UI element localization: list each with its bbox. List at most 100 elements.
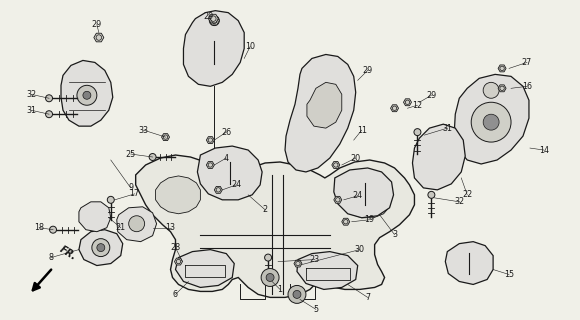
Polygon shape <box>285 54 356 172</box>
Text: 3: 3 <box>392 230 397 239</box>
Text: FR.: FR. <box>58 244 78 262</box>
Text: 28: 28 <box>171 243 180 252</box>
Text: 32: 32 <box>454 197 465 206</box>
Text: 21: 21 <box>115 223 126 232</box>
Text: 31: 31 <box>443 124 452 132</box>
Text: 15: 15 <box>504 270 514 279</box>
Circle shape <box>83 91 91 99</box>
Circle shape <box>483 114 499 130</box>
Polygon shape <box>79 202 111 232</box>
Circle shape <box>500 66 504 71</box>
Text: 16: 16 <box>522 82 532 91</box>
Polygon shape <box>297 252 358 289</box>
Text: 24: 24 <box>231 180 241 189</box>
Polygon shape <box>79 230 123 266</box>
Circle shape <box>208 138 212 142</box>
Polygon shape <box>162 134 169 140</box>
Circle shape <box>336 198 340 202</box>
Circle shape <box>176 260 181 264</box>
Ellipse shape <box>463 259 475 268</box>
Polygon shape <box>206 162 215 168</box>
Circle shape <box>97 244 105 252</box>
Polygon shape <box>215 187 222 193</box>
Text: 32: 32 <box>26 90 36 99</box>
Polygon shape <box>176 250 234 287</box>
Polygon shape <box>209 16 219 25</box>
Circle shape <box>405 100 409 104</box>
Polygon shape <box>175 258 183 265</box>
Polygon shape <box>334 196 342 203</box>
Text: 30: 30 <box>355 245 365 254</box>
Polygon shape <box>412 124 465 190</box>
Polygon shape <box>294 260 302 267</box>
Text: 1: 1 <box>278 285 282 294</box>
Text: 26: 26 <box>221 128 231 137</box>
Text: 8: 8 <box>49 253 53 262</box>
Circle shape <box>216 188 220 192</box>
Circle shape <box>471 102 511 142</box>
Circle shape <box>293 291 301 298</box>
Text: 17: 17 <box>129 189 140 198</box>
Polygon shape <box>307 82 342 128</box>
Circle shape <box>164 135 168 139</box>
Circle shape <box>414 129 421 136</box>
Polygon shape <box>332 162 340 168</box>
Text: 31: 31 <box>26 106 36 115</box>
Text: 19: 19 <box>365 215 375 224</box>
Circle shape <box>211 16 216 21</box>
Circle shape <box>129 216 144 232</box>
Polygon shape <box>498 85 506 92</box>
Text: 33: 33 <box>139 126 148 135</box>
Circle shape <box>46 95 53 102</box>
Text: 11: 11 <box>357 126 367 135</box>
Text: 29: 29 <box>203 12 213 21</box>
Polygon shape <box>390 105 398 112</box>
Circle shape <box>428 191 435 198</box>
Polygon shape <box>197 146 262 200</box>
Polygon shape <box>136 155 415 297</box>
Ellipse shape <box>358 188 372 199</box>
Ellipse shape <box>223 168 237 178</box>
Circle shape <box>483 82 499 98</box>
Circle shape <box>266 274 274 282</box>
Polygon shape <box>208 14 218 23</box>
Circle shape <box>334 163 338 167</box>
Polygon shape <box>340 182 392 218</box>
Polygon shape <box>498 65 506 72</box>
Circle shape <box>296 261 300 266</box>
Circle shape <box>209 16 219 26</box>
Text: 29: 29 <box>92 20 102 29</box>
Circle shape <box>500 86 504 91</box>
Circle shape <box>264 254 271 261</box>
Polygon shape <box>404 99 411 106</box>
Circle shape <box>107 196 114 203</box>
Text: 29: 29 <box>426 91 437 100</box>
Text: 23: 23 <box>310 255 320 264</box>
Text: 13: 13 <box>165 223 176 232</box>
Circle shape <box>392 106 397 110</box>
Text: 25: 25 <box>125 149 136 158</box>
Text: 20: 20 <box>351 154 361 163</box>
Circle shape <box>343 220 348 224</box>
Ellipse shape <box>208 47 222 58</box>
Polygon shape <box>206 137 215 144</box>
Circle shape <box>96 35 101 40</box>
Circle shape <box>77 85 97 105</box>
Circle shape <box>208 163 212 167</box>
Circle shape <box>261 268 279 286</box>
Text: 10: 10 <box>245 42 255 51</box>
Text: 2: 2 <box>263 205 268 214</box>
Text: 27: 27 <box>522 58 532 67</box>
Text: 12: 12 <box>412 101 422 110</box>
Polygon shape <box>117 207 157 242</box>
Text: 6: 6 <box>173 290 178 299</box>
Text: 5: 5 <box>313 305 318 314</box>
Polygon shape <box>61 60 113 126</box>
Text: 22: 22 <box>462 190 472 199</box>
Text: 18: 18 <box>34 223 44 232</box>
Circle shape <box>288 285 306 303</box>
Circle shape <box>92 239 110 257</box>
Polygon shape <box>342 218 350 225</box>
Polygon shape <box>454 74 529 164</box>
Text: 9: 9 <box>128 183 133 192</box>
